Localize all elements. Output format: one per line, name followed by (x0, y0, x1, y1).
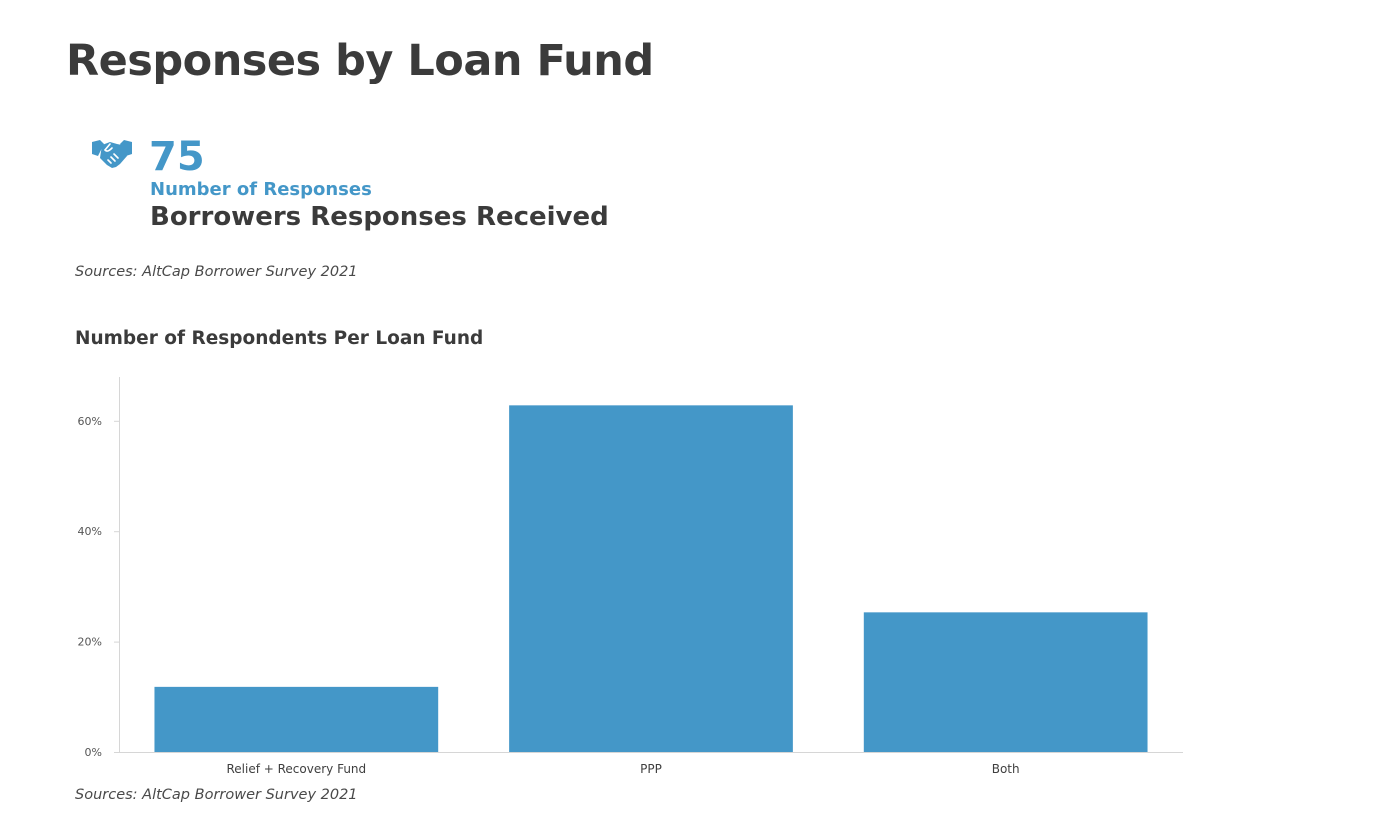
y-tick-label: 0% (85, 746, 102, 759)
bar (154, 686, 439, 752)
page-title: Responses by Loan Fund (66, 36, 654, 86)
handshake-icon (92, 140, 132, 168)
x-category-label: Both (992, 762, 1020, 776)
y-tick-label: 20% (78, 636, 102, 649)
source-note: Sources: AltCap Borrower Survey 2021 (75, 787, 358, 803)
chart-title: Number of Respondents Per Loan Fund (75, 328, 484, 349)
y-tick-label: 40% (78, 525, 102, 538)
bar (509, 405, 793, 752)
bars-group (154, 405, 1148, 752)
stat-description: Borrowers Responses Received (150, 202, 609, 232)
x-category-label: PPP (640, 762, 662, 776)
source-note: Sources: AltCap Borrower Survey 2021 (75, 264, 358, 280)
y-axis-ticks: 0% 20% 40% 60% (78, 415, 119, 759)
x-axis-labels: Relief + Recovery Fund PPP Both (226, 762, 1019, 776)
bar (863, 612, 1148, 752)
x-category-label: Relief + Recovery Fund (226, 762, 366, 776)
stat-label: Number of Responses (150, 179, 372, 200)
stat-value: 75 (149, 134, 205, 180)
y-tick-label: 60% (78, 415, 102, 428)
bar-chart: 0% 20% 40% 60% Relief + Recovery Fund PPP Bot… (78, 377, 1183, 776)
